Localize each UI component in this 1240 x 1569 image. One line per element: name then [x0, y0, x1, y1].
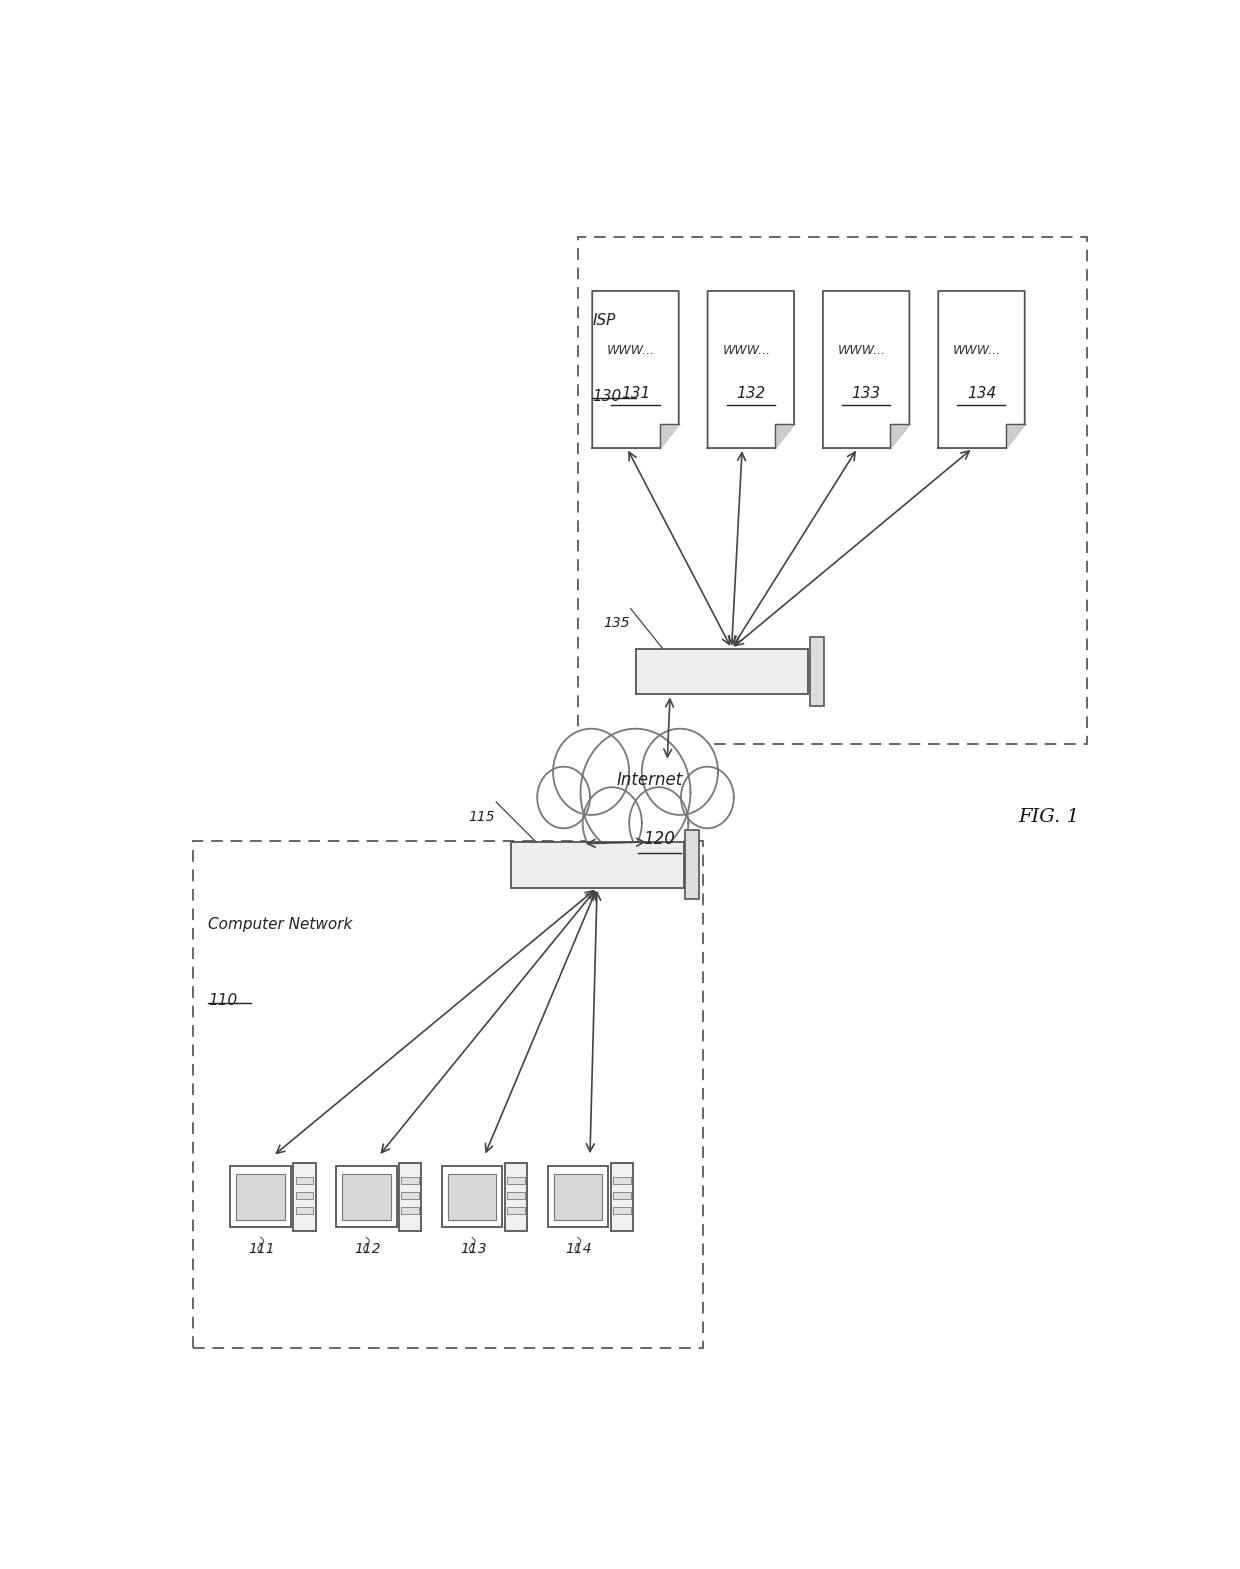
Bar	[441, 1166, 502, 1227]
Text: 113: 113	[460, 1243, 486, 1257]
Polygon shape	[681, 767, 734, 828]
Polygon shape	[593, 290, 678, 449]
Polygon shape	[553, 728, 629, 814]
Bar	[635, 648, 808, 695]
Polygon shape	[537, 767, 590, 828]
Polygon shape	[629, 788, 688, 860]
Bar	[613, 1208, 630, 1214]
Bar	[553, 1174, 603, 1219]
Polygon shape	[580, 728, 691, 857]
Text: 135: 135	[603, 617, 630, 631]
Polygon shape	[775, 424, 794, 449]
Bar	[295, 1208, 314, 1214]
Polygon shape	[660, 424, 678, 449]
Text: 111: 111	[248, 1243, 275, 1257]
Bar	[402, 1177, 419, 1185]
Polygon shape	[1006, 424, 1024, 449]
Bar	[578, 237, 1087, 744]
Text: 112: 112	[355, 1243, 381, 1257]
Text: WWW...: WWW...	[954, 344, 1001, 358]
Bar	[336, 1166, 397, 1227]
Text: WWW...: WWW...	[838, 344, 885, 358]
Polygon shape	[642, 728, 718, 814]
Polygon shape	[708, 290, 794, 449]
Bar	[402, 1192, 419, 1199]
Bar	[686, 830, 699, 899]
Bar	[294, 1163, 316, 1232]
Bar	[342, 1174, 391, 1219]
Text: 133: 133	[852, 386, 880, 400]
Text: FIG. 1: FIG. 1	[1018, 808, 1079, 825]
Text: 115: 115	[469, 810, 495, 824]
Text: 110: 110	[208, 993, 237, 1007]
Polygon shape	[890, 424, 909, 449]
Bar	[295, 1192, 314, 1199]
Text: 114: 114	[565, 1243, 593, 1257]
Bar	[237, 1174, 285, 1219]
Text: WWW...: WWW...	[608, 344, 655, 358]
Bar	[507, 1192, 525, 1199]
Text: Computer Network: Computer Network	[208, 916, 352, 932]
Bar	[511, 843, 683, 888]
Text: Internet: Internet	[616, 770, 683, 789]
Text: 131: 131	[621, 386, 650, 400]
Bar	[613, 1177, 630, 1185]
Bar	[613, 1192, 630, 1199]
Bar	[448, 1174, 496, 1219]
Bar	[610, 1163, 632, 1232]
Text: 130: 130	[593, 389, 621, 403]
Polygon shape	[939, 290, 1024, 449]
Text: WWW...: WWW...	[723, 344, 770, 358]
Polygon shape	[583, 788, 642, 860]
Bar	[231, 1166, 291, 1227]
Text: ISP: ISP	[593, 312, 615, 328]
Bar	[295, 1177, 314, 1185]
Bar	[193, 841, 703, 1348]
Bar	[402, 1208, 419, 1214]
Bar	[507, 1208, 525, 1214]
Bar	[505, 1163, 527, 1232]
Bar	[548, 1166, 608, 1227]
Text: 132: 132	[737, 386, 765, 400]
Polygon shape	[823, 290, 909, 449]
Bar	[399, 1163, 422, 1232]
Bar	[507, 1177, 525, 1185]
Text: 134: 134	[967, 386, 996, 400]
Bar	[811, 637, 825, 706]
Text: 120: 120	[644, 830, 676, 847]
